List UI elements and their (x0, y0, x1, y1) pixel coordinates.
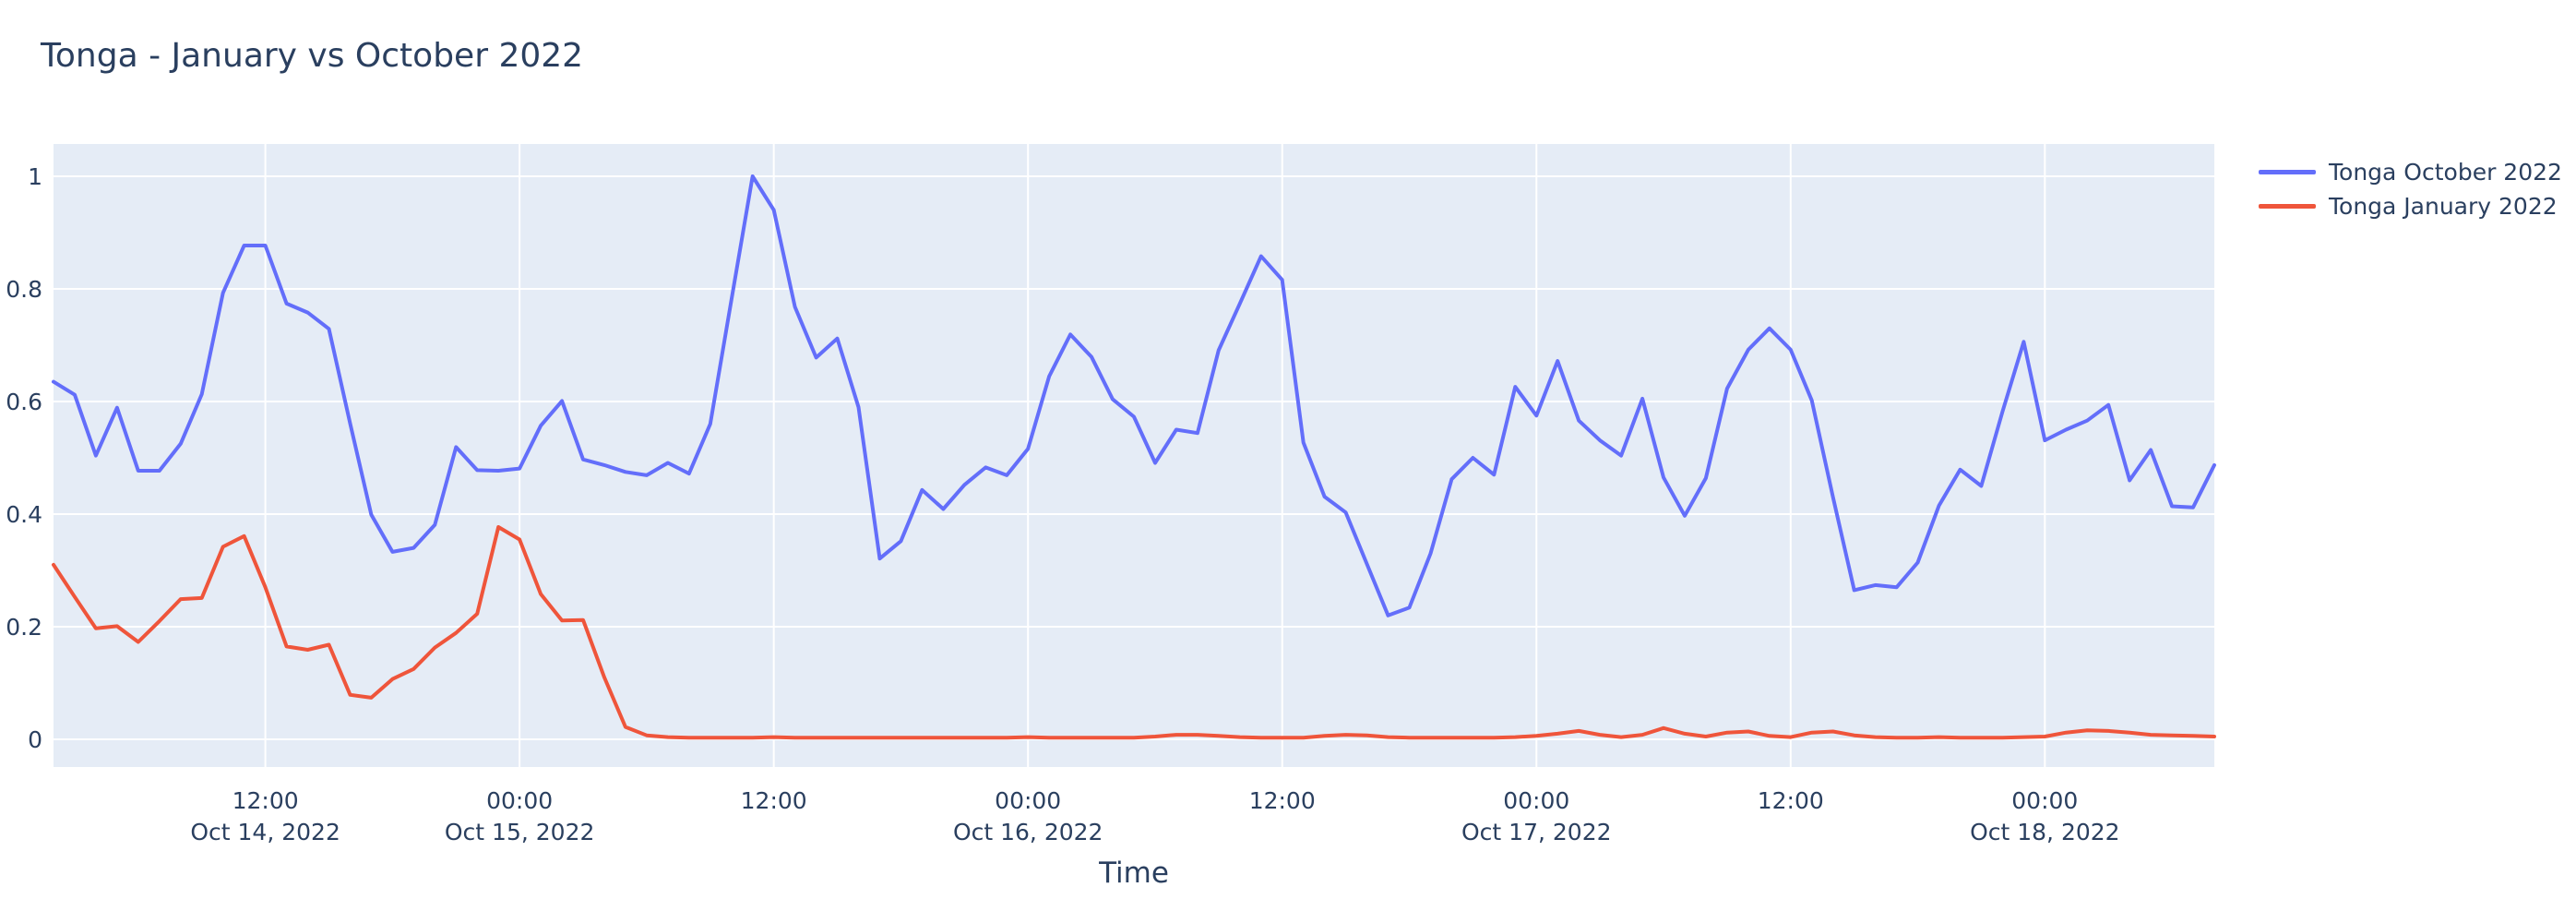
october-line[interactable] (52, 174, 2216, 617)
x-axis-title: Time (1098, 857, 1169, 890)
chart-title: Tonga - January vs October 2022 (41, 37, 584, 75)
x-tick-time-label: 12:00 (1758, 787, 1824, 814)
x-tick-time-label: 00:00 (486, 787, 553, 814)
legend-label-october: Tonga October 2022 (2329, 159, 2562, 186)
y-tick-label: 0 (28, 726, 42, 753)
y-tick-label: 0.8 (6, 276, 42, 303)
x-tick-time-label: 12:00 (1249, 787, 1316, 814)
x-tick-time-label: 12:00 (233, 787, 299, 814)
legend-item-october[interactable]: Tonga October 2022 (2259, 155, 2562, 189)
x-tick-date-label: Oct 17, 2022 (1461, 819, 1612, 845)
legend-label-january: Tonga January 2022 (2329, 193, 2558, 220)
x-tick-time-label: 00:00 (1503, 787, 1569, 814)
y-tick-label: 0.4 (6, 501, 42, 528)
january-line[interactable] (52, 525, 2216, 740)
legend-line-sample-october (2259, 170, 2316, 174)
x-tick-time-label: 00:00 (2011, 787, 2078, 814)
legend-line-sample-january (2259, 204, 2316, 209)
x-tick-date-label: Oct 14, 2022 (190, 819, 340, 845)
x-tick-date-label: Oct 18, 2022 (1970, 819, 2120, 845)
x-tick-time-label: 00:00 (995, 787, 1061, 814)
legend-item-january[interactable]: Tonga January 2022 (2259, 189, 2562, 223)
y-tick-label: 0.2 (6, 614, 42, 641)
x-tick-time-label: 12:00 (741, 787, 807, 814)
legend: Tonga October 2022 Tonga January 2022 (2259, 155, 2562, 223)
y-tick-label: 1 (28, 163, 42, 190)
y-tick-label: 0.6 (6, 389, 42, 415)
x-tick-date-label: Oct 15, 2022 (445, 819, 595, 845)
x-tick-date-label: Oct 16, 2022 (953, 819, 1103, 845)
plot-background[interactable] (54, 144, 2214, 767)
